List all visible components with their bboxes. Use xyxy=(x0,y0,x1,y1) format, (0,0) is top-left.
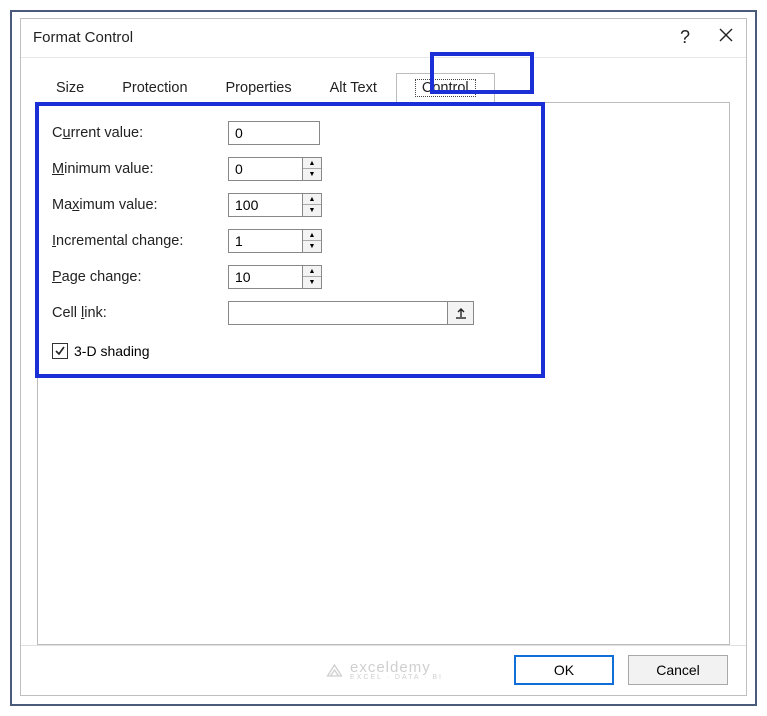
input-cell-link[interactable] xyxy=(228,301,448,325)
label-inc-change: Incremental change: xyxy=(52,233,228,249)
label-current-value: Current value: xyxy=(52,125,228,141)
watermark-icon xyxy=(324,660,344,680)
spinner-min-value: ▲ ▼ xyxy=(228,157,322,181)
label-min-value: Minimum value: xyxy=(52,161,228,177)
watermark: exceldemy EXCEL · DATA · BI xyxy=(324,659,443,681)
help-icon[interactable]: ? xyxy=(680,27,690,48)
row-cell-link: Cell link: xyxy=(52,295,715,331)
dialog-title: Format Control xyxy=(33,29,133,46)
tab-alt-text[interactable]: Alt Text xyxy=(311,73,396,103)
tab-control[interactable]: Control xyxy=(396,73,495,103)
range-picker-button[interactable] xyxy=(448,301,474,325)
row-min-value: Minimum value: ▲ ▼ xyxy=(52,151,715,187)
spin-down-icon[interactable]: ▼ xyxy=(303,241,321,252)
spin-down-icon[interactable]: ▼ xyxy=(303,205,321,216)
label-page-change: Page change: xyxy=(52,269,228,285)
label-3d-shading: 3-D shading xyxy=(74,343,150,359)
tab-protection[interactable]: Protection xyxy=(103,73,206,103)
watermark-sub: EXCEL · DATA · BI xyxy=(350,674,443,681)
cancel-button[interactable]: Cancel xyxy=(628,655,728,685)
spinner-buttons: ▲ ▼ xyxy=(302,229,322,253)
spin-up-icon[interactable]: ▲ xyxy=(303,158,321,170)
input-min-value[interactable] xyxy=(228,157,302,181)
ok-button[interactable]: OK xyxy=(514,655,614,685)
spinner-inc-change: ▲ ▼ xyxy=(228,229,322,253)
row-max-value: Maximum value: ▲ ▼ xyxy=(52,187,715,223)
spinner-page-change: ▲ ▼ xyxy=(228,265,322,289)
titlebar: Format Control ? xyxy=(21,19,746,58)
spin-up-icon[interactable]: ▲ xyxy=(303,230,321,242)
row-current-value: Current value: xyxy=(52,115,715,151)
dialog-body: Size Protection Properties Alt Text Cont… xyxy=(21,58,746,645)
input-current-value[interactable] xyxy=(228,121,320,145)
label-max-value: Maximum value: xyxy=(52,197,228,213)
close-icon[interactable] xyxy=(718,27,734,48)
screenshot-frame: Format Control ? Size Protection Propert… xyxy=(10,10,757,706)
watermark-text: exceldemy xyxy=(350,659,431,676)
spin-up-icon[interactable]: ▲ xyxy=(303,266,321,278)
dialog-footer: exceldemy EXCEL · DATA · BI OK Cancel xyxy=(21,645,746,695)
input-inc-change[interactable] xyxy=(228,229,302,253)
row-3d-shading: 3-D shading xyxy=(52,343,715,359)
spinner-buttons: ▲ ▼ xyxy=(302,193,322,217)
format-control-dialog: Format Control ? Size Protection Propert… xyxy=(20,18,747,696)
row-page-change: Page change: ▲ ▼ xyxy=(52,259,715,295)
tab-panel-control: Current value: Minimum value: ▲ ▼ Maximu… xyxy=(37,103,730,645)
spin-up-icon[interactable]: ▲ xyxy=(303,194,321,206)
tab-strip: Size Protection Properties Alt Text Cont… xyxy=(37,72,730,103)
checkbox-3d-shading[interactable] xyxy=(52,343,68,359)
input-max-value[interactable] xyxy=(228,193,302,217)
label-cell-link: Cell link: xyxy=(52,305,228,321)
tab-size[interactable]: Size xyxy=(37,73,103,103)
spinner-buttons: ▲ ▼ xyxy=(302,265,322,289)
titlebar-controls: ? xyxy=(680,27,734,48)
spinner-max-value: ▲ ▼ xyxy=(228,193,322,217)
spinner-buttons: ▲ ▼ xyxy=(302,157,322,181)
tab-properties[interactable]: Properties xyxy=(207,73,311,103)
input-page-change[interactable] xyxy=(228,265,302,289)
spin-down-icon[interactable]: ▼ xyxy=(303,277,321,288)
row-inc-change: Incremental change: ▲ ▼ xyxy=(52,223,715,259)
spin-down-icon[interactable]: ▼ xyxy=(303,169,321,180)
